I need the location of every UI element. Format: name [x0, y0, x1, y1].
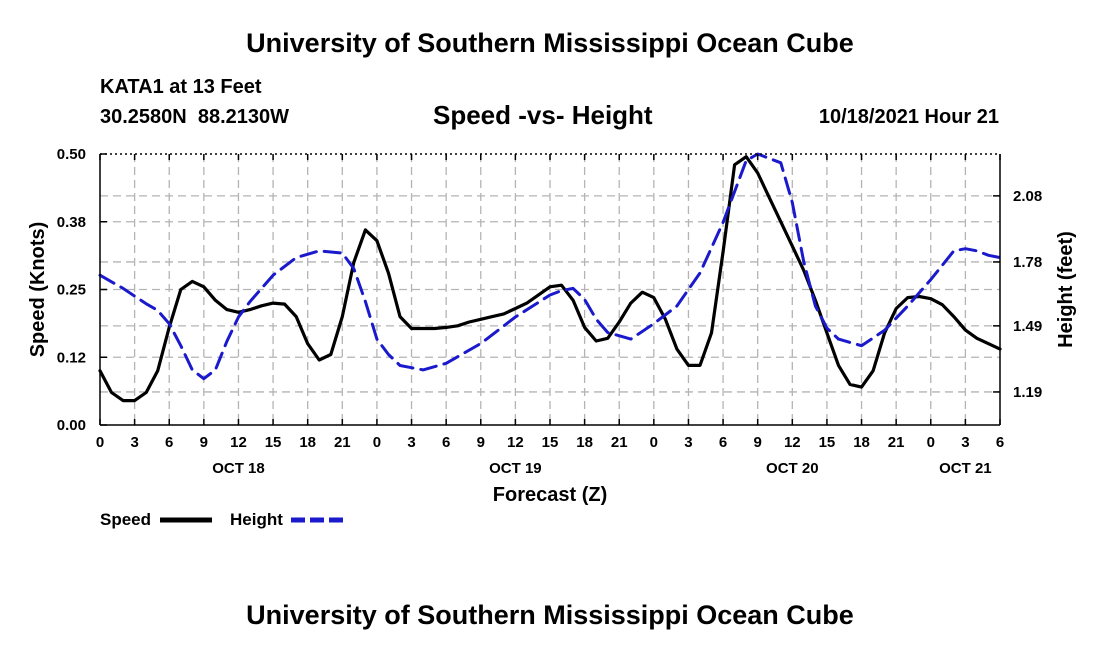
- x-tick-label: 0: [373, 434, 381, 451]
- x-tick-label: 3: [407, 434, 415, 451]
- x-tick-label: 6: [442, 434, 450, 451]
- x-tick-label: 21: [611, 434, 628, 451]
- x-tick-label: 6: [719, 434, 727, 451]
- legend-label-speed: Speed: [100, 510, 151, 529]
- y2-tick-label: 1.78: [1013, 254, 1042, 271]
- y2-tick-label: 1.49: [1013, 318, 1042, 335]
- chart-subtitle: Speed -vs- Height: [433, 100, 653, 130]
- axes: 0 3 6 9 12 15 18 21 0 3 6 9 12 15 18 21 0 3 6 9 12 15 18 21 0 3 6O…: [27, 146, 1077, 506]
- coordinates-label: 30.2580N 88.2130W: [100, 106, 290, 128]
- x-tick-label: 6: [996, 434, 1004, 451]
- x-tick-label: 21: [334, 434, 351, 451]
- x-tick-label: 12: [784, 434, 801, 451]
- date-label: OCT 19: [489, 460, 542, 477]
- date-label: OCT 20: [766, 460, 819, 477]
- legend-label-height: Height: [230, 510, 283, 529]
- y2-tick-label: 2.08: [1013, 188, 1042, 205]
- x-tick-label: 6: [165, 434, 173, 451]
- x-tick-label: 18: [853, 434, 870, 451]
- x-tick-label: 3: [130, 434, 138, 451]
- series-line-height: [98, 152, 1002, 381]
- datetime-label: 10/18/2021 Hour 21: [818, 106, 999, 128]
- station-label: KATA1 at 13 Feet: [100, 76, 262, 98]
- x-tick-label: 15: [819, 434, 836, 451]
- x-tick-label: 9: [200, 434, 208, 451]
- y-tick-label: 0.12: [57, 349, 86, 366]
- x-tick-label: 3: [684, 434, 692, 451]
- y-tick-label: 0.50: [57, 146, 86, 163]
- date-label: OCT 18: [212, 460, 265, 477]
- grid-lines: [100, 154, 1000, 425]
- y-tick-label: 0.00: [57, 417, 86, 434]
- y-axis-title: Speed (Knots): [27, 222, 49, 358]
- chart-series: [98, 152, 1002, 403]
- x-axis-title: Forecast (Z): [493, 484, 607, 506]
- x-tick-label: 12: [507, 434, 524, 451]
- x-tick-label: 0: [96, 434, 104, 451]
- x-tick-label: 3: [961, 434, 969, 451]
- x-tick-label: 18: [576, 434, 593, 451]
- series-line-speed: [98, 155, 1002, 403]
- y2-axis-title: Height (feet): [1055, 231, 1077, 348]
- x-tick-label: 15: [542, 434, 559, 451]
- x-tick-label: 0: [927, 434, 935, 451]
- date-label: OCT 21: [939, 460, 992, 477]
- page-title-top: University of Southern Mississippi Ocean…: [246, 28, 854, 58]
- x-tick-label: 18: [299, 434, 316, 451]
- y-tick-label: 0.38: [57, 214, 86, 231]
- x-tick-label: 0: [650, 434, 658, 451]
- x-tick-label: 9: [477, 434, 485, 451]
- x-tick-label: 12: [230, 434, 247, 451]
- page-title-bottom: University of Southern Mississippi Ocean…: [246, 600, 854, 630]
- y2-tick-label: 1.19: [1013, 384, 1042, 401]
- y-tick-label: 0.25: [57, 282, 86, 299]
- x-tick-label: 21: [888, 434, 905, 451]
- x-tick-label: 9: [754, 434, 762, 451]
- legend: Speed Height: [100, 510, 343, 529]
- x-tick-label: 15: [265, 434, 282, 451]
